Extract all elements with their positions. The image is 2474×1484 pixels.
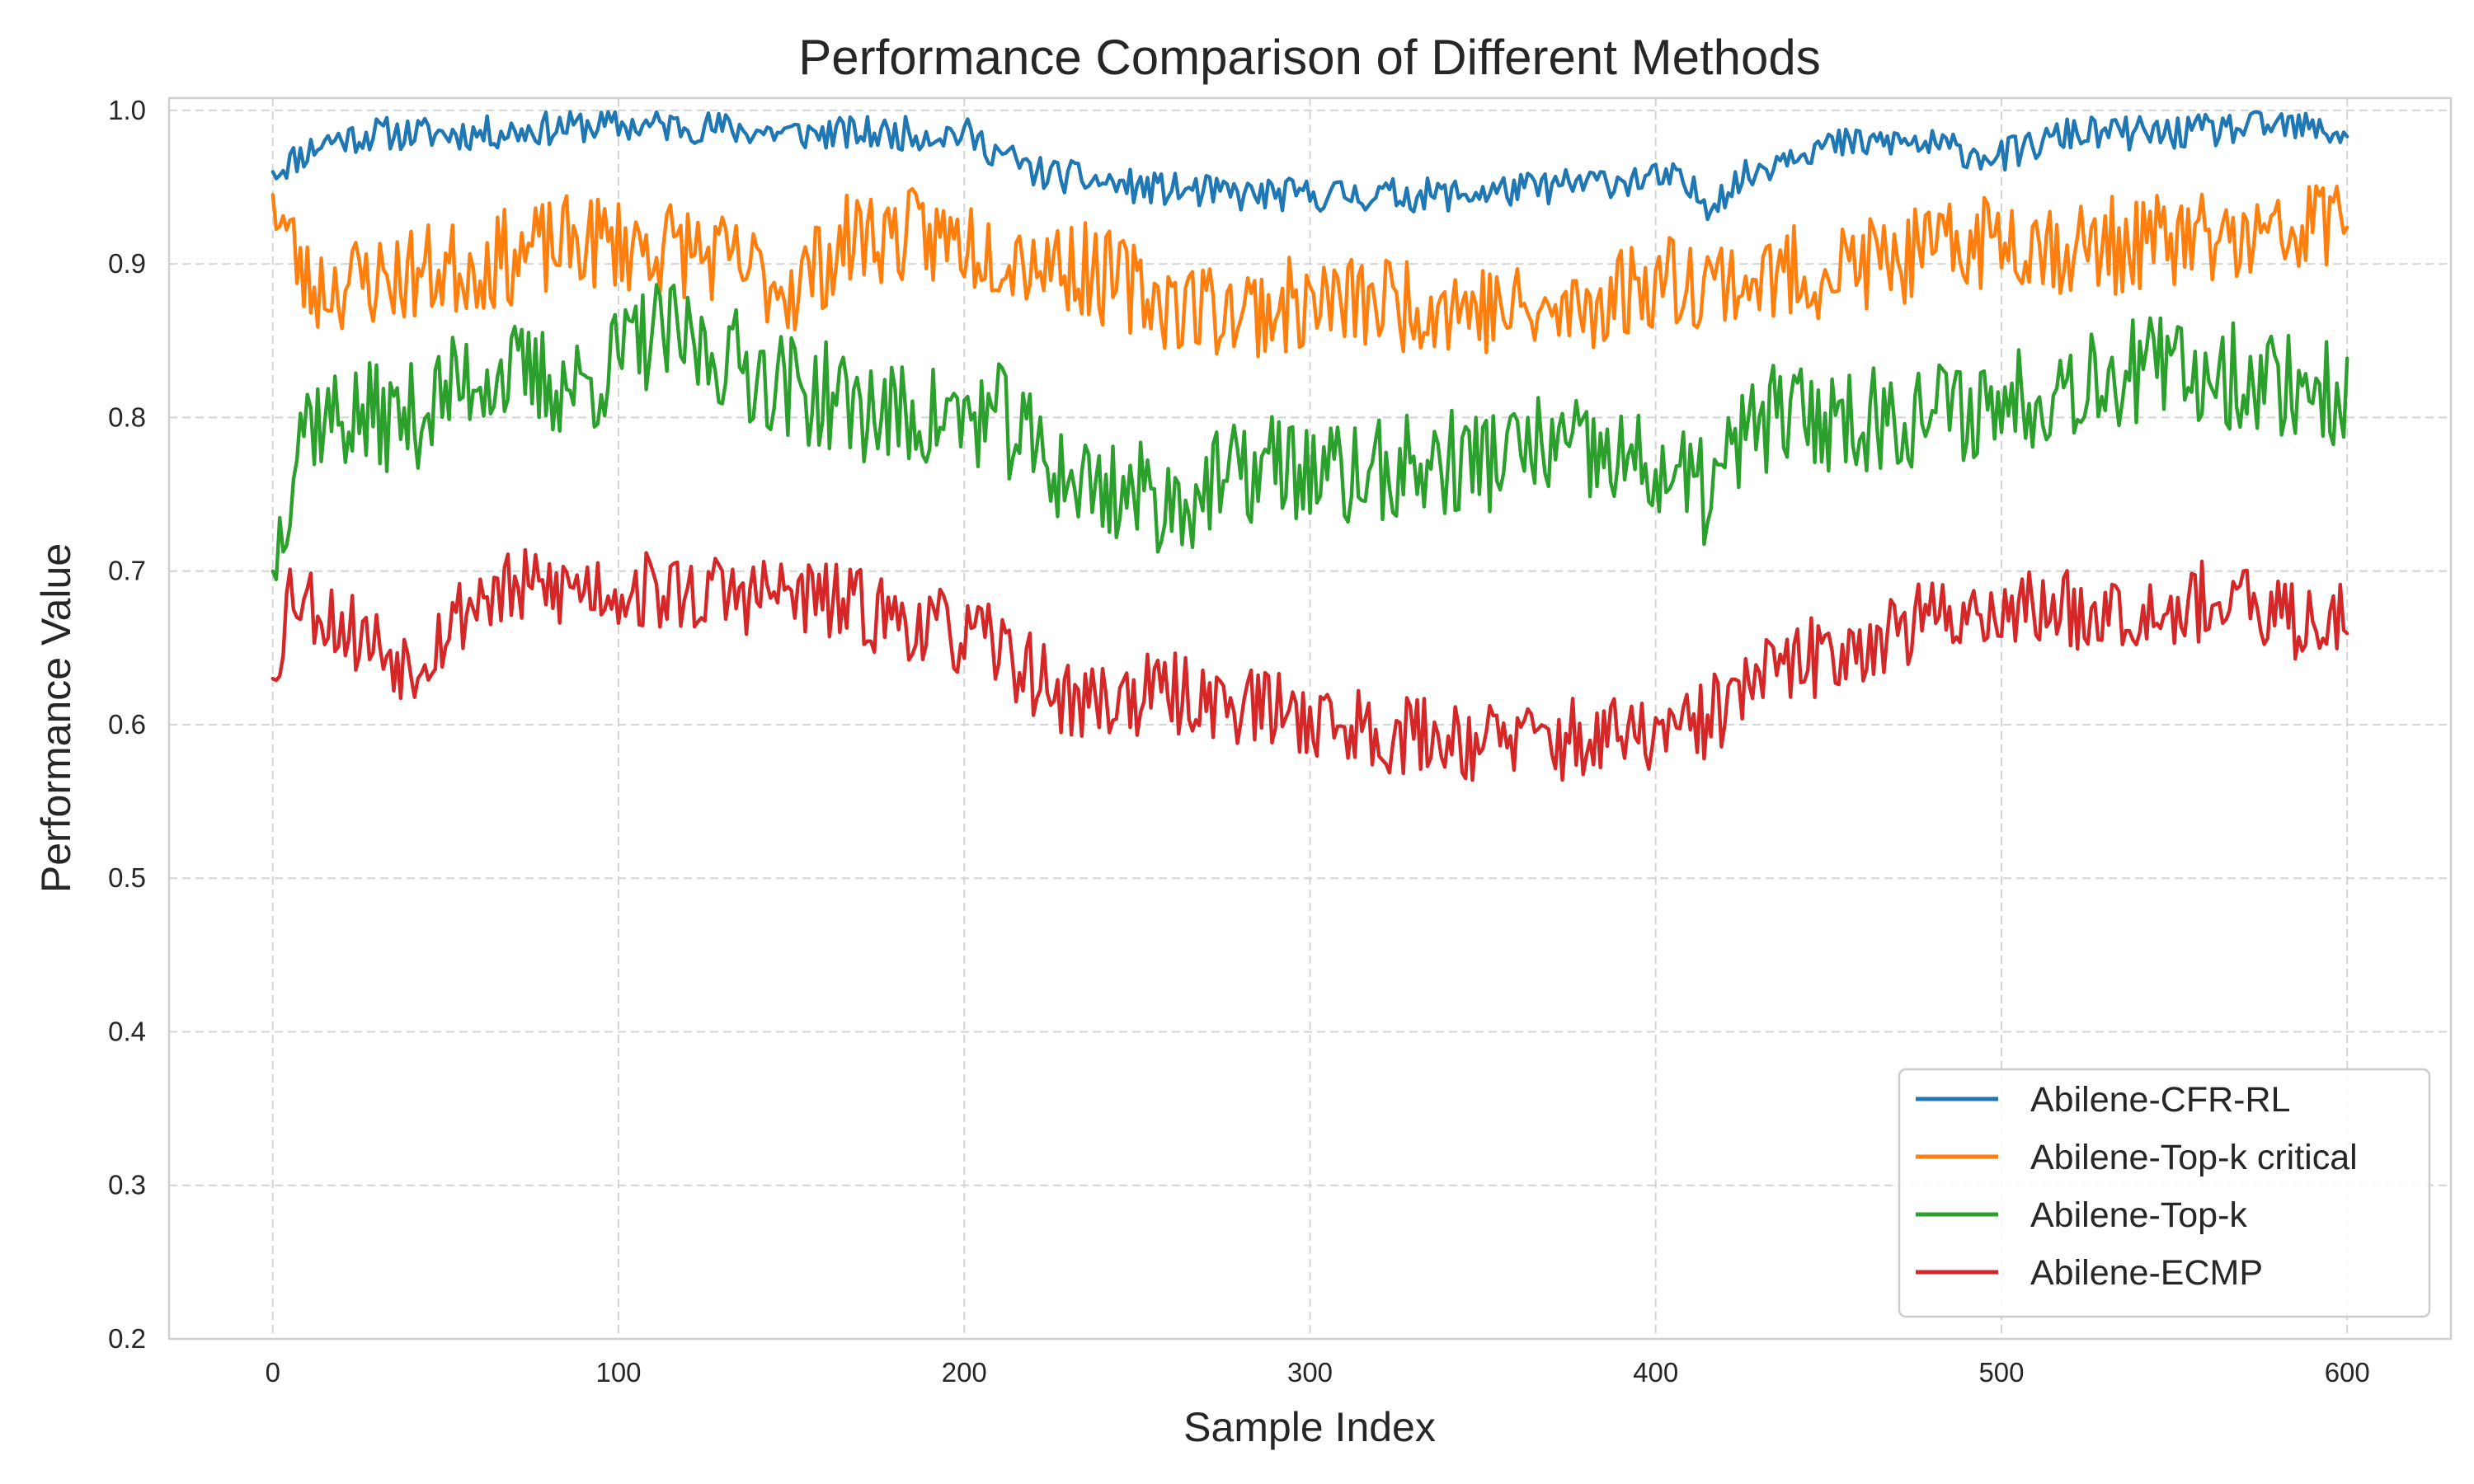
x-tick-label: 0 <box>266 1357 280 1388</box>
y-tick-label: 0.3 <box>108 1170 146 1200</box>
series-line-1 <box>270 184 2349 359</box>
x-axis-title: Sample Index <box>1183 1404 1436 1450</box>
y-tick-label: 0.2 <box>108 1323 146 1354</box>
legend-label: Abilene-ECMP <box>2030 1253 2263 1293</box>
legend-box <box>1898 1068 2431 1318</box>
x-tick-label: 400 <box>1633 1357 1678 1388</box>
y-tick-label: 0.5 <box>108 862 146 893</box>
y-tick-label: 0.9 <box>108 248 146 279</box>
series-line-2 <box>270 283 2349 582</box>
legend: Abilene-CFR-RL Abilene-Top-k critical Abil… <box>1898 1068 2431 1318</box>
y-tick-label: 0.6 <box>108 709 146 740</box>
y-tick-label: 0.4 <box>108 1016 146 1046</box>
x-tick-label: 200 <box>942 1357 987 1388</box>
y-tick-label: 1.0 <box>108 95 146 125</box>
y-tick-label: 0.7 <box>108 556 146 586</box>
series-line-3 <box>270 547 2349 782</box>
x-tick-label: 500 <box>1978 1357 2024 1388</box>
x-tick-label: 100 <box>595 1357 641 1388</box>
series-line-0 <box>270 110 2349 222</box>
y-tick-label: 0.8 <box>108 402 146 432</box>
legend-label: Abilene-Top-k <box>2030 1195 2247 1235</box>
series-layer <box>270 110 2349 782</box>
y-tick-labels: 0.2 0.3 0.4 0.5 0.6 0.7 0.8 0.9 1.0 <box>108 95 146 1354</box>
x-tick-label: 600 <box>2325 1357 2370 1388</box>
x-tick-labels: 0 100 200 300 400 500 600 <box>266 1357 2370 1388</box>
legend-label: Abilene-Top-k critical <box>2030 1138 2358 1177</box>
x-tick-label: 300 <box>1287 1357 1333 1388</box>
chart-title: Performance Comparison of Different Meth… <box>798 30 1820 85</box>
legend-label: Abilene-CFR-RL <box>2030 1080 2290 1120</box>
plot-frame <box>167 96 2453 1341</box>
y-axis-title: Performance Value <box>33 543 79 893</box>
